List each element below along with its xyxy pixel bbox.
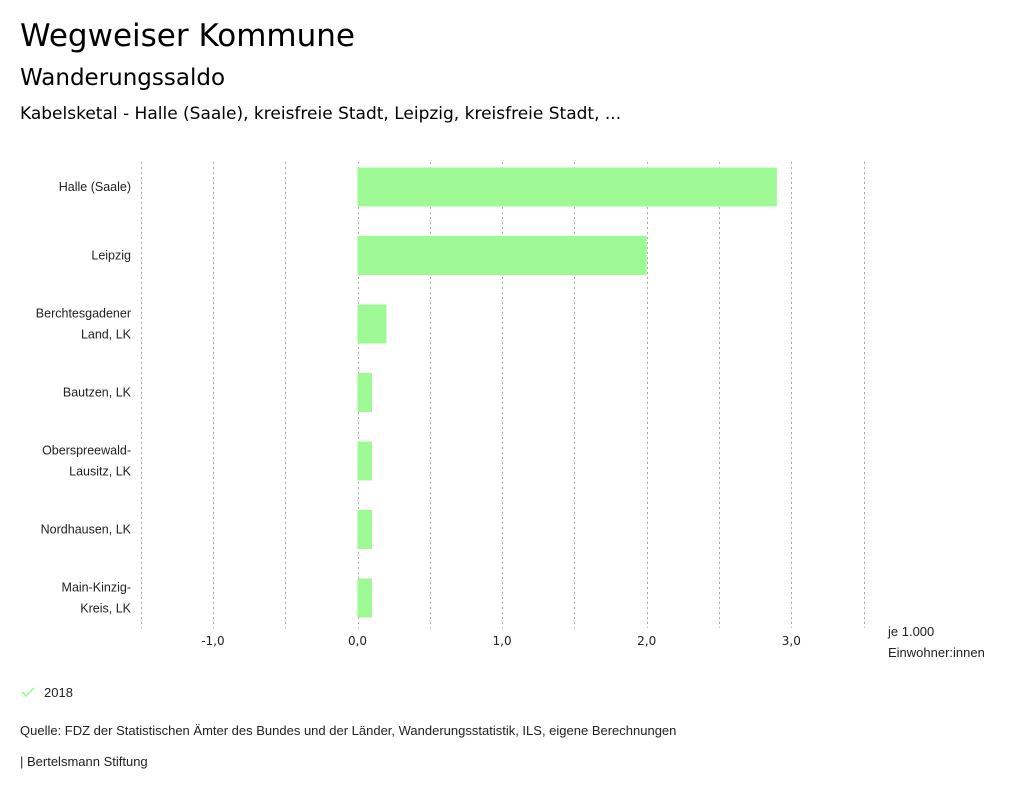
category-label-line: Nordhausen, LK <box>41 523 132 537</box>
category-label: Halle (Saale) <box>59 180 131 194</box>
category-label-line: Halle (Saale) <box>59 180 131 194</box>
bars <box>357 167 777 618</box>
bar[interactable] <box>357 578 372 618</box>
category-label: Oberspreewald- Lausitz, LK <box>42 444 132 479</box>
category-label-line: Berchtesgadener <box>36 307 131 321</box>
x-tick-label: 0,0 <box>348 634 367 648</box>
category-label: Bautzen, LK <box>63 386 132 400</box>
x-axis-unit-line-2: Einwohner:innen <box>888 645 985 660</box>
source-note: Quelle: FDZ der Statistischen Ämter des … <box>20 723 677 738</box>
x-axis-unit-label: je 1.000 Einwohner:innen <box>888 621 985 663</box>
category-label: Berchtesgadener Land, LK <box>36 307 132 342</box>
publisher-note: | Bertelsmann Stiftung <box>20 754 148 769</box>
bar[interactable] <box>357 373 372 412</box>
category-label-line: Main-Kinzig- <box>62 581 131 595</box>
selection-title: Kabelsketal - Halle (Saale), kreisfreie … <box>20 104 622 124</box>
x-axis-unit-line-1: je 1.000 <box>888 624 935 639</box>
gridlines <box>141 162 865 628</box>
category-label-line: Leipzig <box>91 249 131 263</box>
check-icon <box>21 687 35 698</box>
legend-item-2018[interactable]: 2018 <box>20 684 73 700</box>
category-label-line: Land, LK <box>81 328 132 342</box>
x-tick-label: 2,0 <box>637 634 656 648</box>
category-label-line: Oberspreewald- <box>42 444 131 458</box>
bar[interactable] <box>357 441 372 481</box>
category-labels: Halle (Saale) Leipzig Berchtesgadener Land,… <box>36 180 132 616</box>
x-tick-labels: -1,0 0,0 1,0 2,0 3,0 <box>201 634 801 648</box>
category-label: Nordhausen, LK <box>41 523 132 537</box>
bar[interactable] <box>357 510 372 549</box>
category-label: Leipzig <box>91 249 131 263</box>
x-tick-label: 1,0 <box>493 634 512 648</box>
category-label-line: Kreis, LK <box>80 602 131 616</box>
bar[interactable] <box>357 304 387 344</box>
page-title: Wegweiser Kommune <box>20 18 355 54</box>
bar[interactable] <box>357 236 647 275</box>
bar-chart: Halle (Saale) Leipzig Berchtesgadener Land,… <box>36 162 865 648</box>
indicator-title: Wanderungssaldo <box>20 65 226 91</box>
x-tick-label: -1,0 <box>201 634 224 648</box>
category-label-line: Bautzen, LK <box>63 386 132 400</box>
category-label: Main-Kinzig- Kreis, LK <box>62 581 132 616</box>
category-label-line: Lausitz, LK <box>69 465 132 479</box>
legend-label: 2018 <box>44 684 73 700</box>
x-tick-label: 3,0 <box>782 634 801 648</box>
bar[interactable] <box>357 167 777 207</box>
